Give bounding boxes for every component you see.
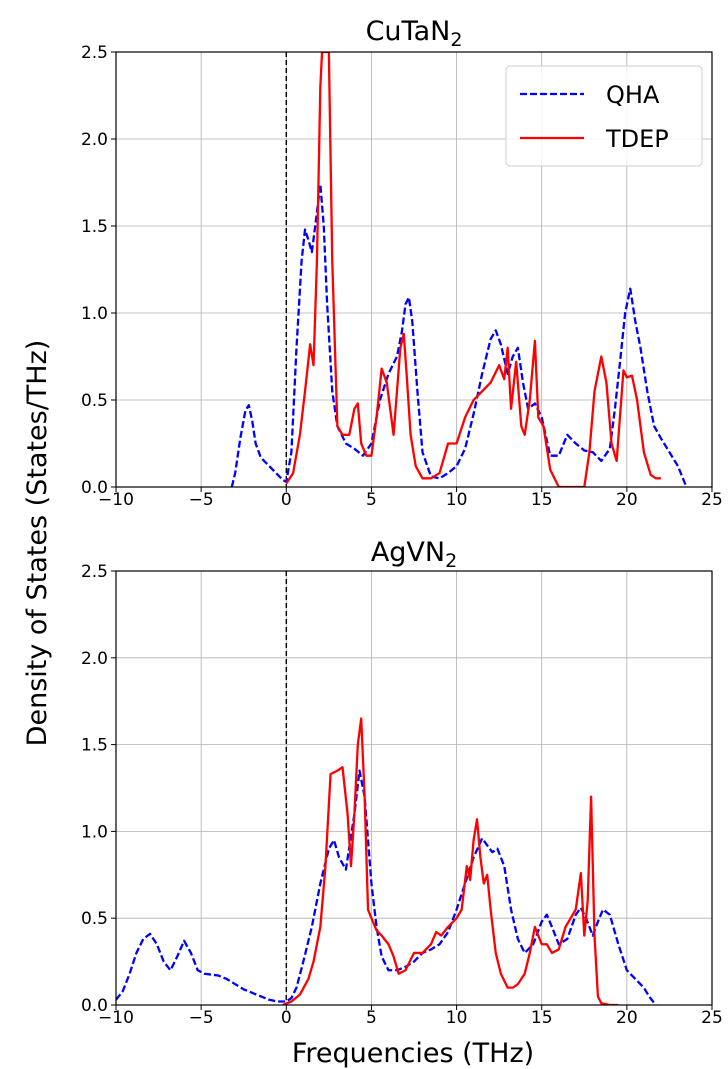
y-tick-label: 2.5 bbox=[81, 562, 108, 582]
series-line-tdep bbox=[285, 52, 661, 487]
axes-frame bbox=[115, 51, 713, 488]
y-tick-label: 0.5 bbox=[81, 391, 108, 411]
series-line-qha bbox=[230, 183, 688, 487]
x-tick-label: 5 bbox=[366, 1008, 377, 1028]
y-tick-label: 0.0 bbox=[81, 478, 108, 498]
x-tick-label: −5 bbox=[189, 1008, 214, 1028]
plot-area bbox=[230, 52, 688, 487]
series-line-tdep bbox=[282, 717, 619, 1005]
y-tick-label: 1.5 bbox=[81, 736, 108, 756]
x-tick-label: 10 bbox=[446, 490, 468, 510]
plot-area bbox=[116, 717, 657, 1005]
panel-agvn2: −10 −5 0 5 10 15 20 25 0.0 0.5 1.0 1.5 2.0 2.5 AgVN2 bbox=[81, 537, 723, 1028]
x-tick-label: 15 bbox=[531, 490, 553, 510]
legend-label-tdep: TDEP bbox=[605, 125, 669, 153]
y-tick-label: 1.0 bbox=[81, 304, 108, 324]
y-axis-label: Density of States (States/THz) bbox=[22, 340, 53, 747]
y-tick-label: 1.0 bbox=[81, 822, 108, 842]
x-tick-label: 25 bbox=[701, 490, 723, 510]
x-tick-label: 15 bbox=[531, 1008, 553, 1028]
panel-title: AgVN2 bbox=[371, 537, 457, 572]
x-tick-label: −10 bbox=[98, 1008, 134, 1028]
x-tick-label: −5 bbox=[189, 490, 214, 510]
x-tick-label: 10 bbox=[446, 1008, 468, 1028]
legend-label-qha: QHA bbox=[606, 81, 660, 109]
x-tick-label: 20 bbox=[616, 1008, 638, 1028]
series-line-qha bbox=[116, 769, 657, 1005]
x-tick-label: −10 bbox=[98, 490, 134, 510]
y-tick-label: 0.5 bbox=[81, 909, 108, 929]
x-tick-label: 25 bbox=[701, 1008, 723, 1028]
x-axis-label: Frequencies (THz) bbox=[292, 1038, 534, 1069]
y-tick-label: 2.5 bbox=[81, 43, 108, 63]
legend-box bbox=[505, 65, 703, 167]
x-tick-label: 0 bbox=[281, 1008, 292, 1028]
y-tick-label: 0.0 bbox=[81, 996, 108, 1016]
y-tick-label: 2.0 bbox=[81, 130, 108, 150]
axes-frame bbox=[115, 570, 713, 1006]
legend: QHA TDEP bbox=[505, 65, 703, 167]
x-tick-label: 20 bbox=[616, 490, 638, 510]
y-tick-label: 2.0 bbox=[81, 649, 108, 669]
x-tick-label: 5 bbox=[366, 490, 377, 510]
panel-cutan2: −10 −5 0 5 10 15 20 25 0.0 0.5 1.0 1.5 2.0 2.5 CuTaN2 Q… bbox=[81, 16, 723, 510]
x-tick-label: 0 bbox=[281, 490, 292, 510]
panel-title: CuTaN2 bbox=[366, 16, 463, 51]
y-tick-label: 1.5 bbox=[81, 217, 108, 237]
